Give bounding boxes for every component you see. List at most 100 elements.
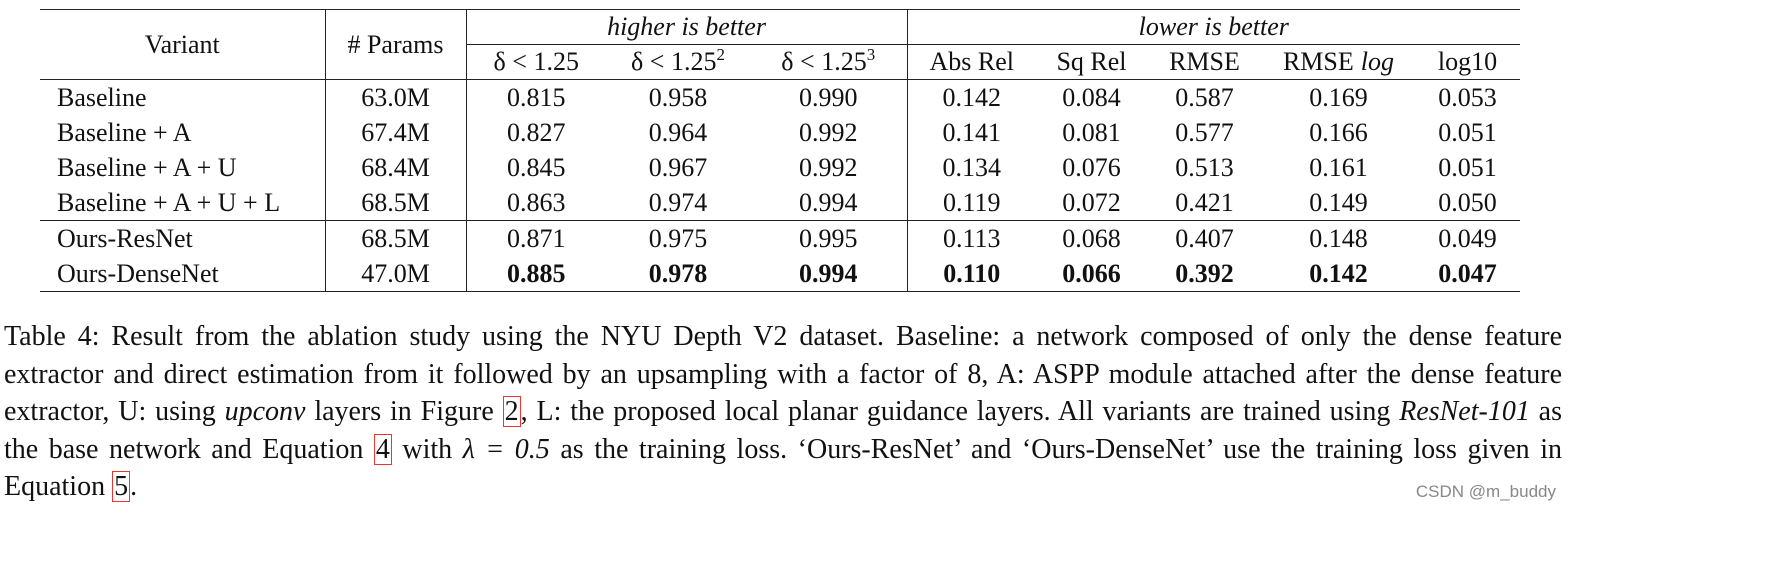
row-label: Ours-ResNet (40, 220, 326, 256)
table-cell: 0.845 (507, 152, 566, 182)
column-header: Sq Rel (1036, 44, 1147, 80)
table-cell: 0.047 (1415, 256, 1520, 292)
table-cell: 0.084 (1062, 82, 1121, 112)
column-header: δ < 1.25 (466, 44, 606, 80)
equation-ref[interactable]: 4 (373, 433, 392, 465)
table-cell: 0.958 (648, 82, 708, 112)
table-cell: 0.863 (466, 185, 606, 221)
table-cell: 0.421 (1147, 185, 1262, 221)
table-cell: 0.110 (907, 256, 1036, 292)
table-cell: 0.081 (1062, 117, 1121, 147)
watermark: CSDN @m_buddy (1415, 482, 1556, 501)
table-cell: 0.994 (750, 256, 908, 292)
table-cell: 0.577 (1175, 117, 1234, 147)
caption: Table 4: Result from the ablation study … (4, 318, 1562, 506)
table-row: Ours-ResNet 68.5M 0.871 0.975 0.995 0.113 0.06… (40, 220, 1520, 256)
table-cell: 0.974 (606, 185, 750, 221)
row-label: Ours-DenseNet (40, 256, 326, 292)
table-cell: 0.169 (1309, 82, 1368, 112)
column-header: Abs Rel (907, 44, 1036, 80)
table-cell: 0.827 (507, 117, 566, 147)
table-cell: 68.5M (325, 185, 467, 221)
figure-ref[interactable]: 2 (502, 396, 521, 428)
table-row: Baseline 63.0M 0.815 0.958 0.990 0.142 0.084 0.… (40, 79, 1520, 115)
row-label: Baseline + A (40, 115, 326, 150)
table-cell: 0.119 (907, 185, 1036, 221)
caption-text: as the base network and Equation (4, 396, 1563, 465)
caption-text: Table 4: Result from the ablation study … (4, 321, 1562, 428)
column-header-text: δ < 1.25 (631, 47, 717, 76)
column-header-text: Abs Rel (929, 47, 1015, 76)
table-cell: 0.149 (1262, 185, 1415, 221)
table-cell: 0.051 (1438, 117, 1497, 147)
table-cell: 0.134 (942, 152, 1002, 182)
table-cell: 0.392 (1147, 256, 1262, 292)
header-variant: Variant (40, 9, 326, 80)
table-cell: 0.053 (1438, 82, 1497, 112)
table-cell: 0.142 (942, 82, 1002, 112)
table-cell: 0.407 (1175, 223, 1234, 253)
table-cell: 0.068 (1062, 223, 1121, 253)
group-header: lower is better (907, 9, 1520, 45)
equation-ref[interactable]: 5 (112, 471, 131, 503)
column-header-text: Sq Rel (1056, 47, 1127, 76)
table-cell: 0.815 (507, 82, 566, 112)
caption-math: λ = 0.5 (462, 433, 550, 465)
column-header-sup: 3 (866, 45, 876, 64)
table-cell: 0.994 (750, 185, 908, 221)
table-cell: 63.0M (325, 79, 467, 115)
column-header-em: log (1360, 47, 1395, 76)
column-header-text: δ < 1.25 (781, 47, 867, 76)
table-cell: 68.4M (325, 150, 467, 185)
table-cell: 47.0M (325, 256, 467, 292)
table-cell: 0.992 (750, 150, 908, 185)
table-cell: 0.141 (942, 117, 1002, 147)
table-cell: 0.148 (1309, 223, 1368, 253)
column-header: RMSE log (1262, 44, 1415, 80)
column-header: δ < 1.253 (750, 44, 908, 80)
table-cell: 0.076 (1062, 152, 1121, 182)
table-cell: 0.166 (1309, 117, 1368, 147)
column-header-text: RMSE (1282, 47, 1354, 76)
results-table: Variant # Params higher is better lower … (40, 9, 1520, 292)
caption-text: layers in Figure (305, 396, 503, 428)
table-cell: 0.113 (942, 223, 1001, 253)
caption-text: , L: the proposed local planar guidance … (520, 396, 1400, 428)
table-cell: 0.978 (606, 256, 750, 292)
group-header: higher is better (466, 9, 908, 45)
table-cell: 0.066 (1036, 256, 1147, 292)
table-cell: 0.871 (507, 223, 566, 253)
table-cell: 67.4M (325, 115, 467, 150)
row-label: Baseline + A + U + L (40, 185, 326, 221)
header-params: # Params (325, 9, 467, 80)
column-header: δ < 1.252 (606, 44, 750, 80)
table-cell: 0.072 (1036, 185, 1147, 221)
column-header-text: log10 (1437, 47, 1498, 76)
column-header-sup: 2 (716, 45, 725, 64)
table-row: Baseline + A 67.4M 0.827 0.964 0.992 0.141 0.0… (40, 115, 1520, 150)
table-cell: 0.975 (648, 223, 708, 253)
caption-text: with (391, 433, 463, 465)
row-label: Baseline (40, 79, 326, 115)
caption-em: upconv (224, 396, 306, 428)
table-cell: 0.587 (1175, 82, 1234, 112)
table-cell: 0.995 (750, 220, 908, 256)
table-cell: 0.964 (648, 117, 708, 147)
table-cell: 0.885 (466, 256, 606, 292)
table-cell: 0.967 (648, 152, 708, 182)
table-row: Ours-DenseNet 47.0M 0.885 0.978 0.994 0.110 0.… (40, 256, 1520, 292)
table-row: Baseline + A + U 68.4M 0.845 0.967 0.992 0.13… (40, 150, 1520, 185)
table-cell: 0.990 (750, 79, 908, 115)
column-header: log10 (1415, 44, 1520, 80)
table-cell: 0.142 (1262, 256, 1415, 292)
column-header: RMSE (1147, 44, 1262, 80)
column-header-text: RMSE (1169, 47, 1240, 76)
caption-em: ResNet-101 (1399, 396, 1530, 428)
table-cell: 0.049 (1438, 223, 1497, 253)
caption-text: as the training loss. ‘Ours-ResNet’ and … (4, 433, 1562, 503)
table-cell: 0.161 (1309, 152, 1368, 182)
row-label: Baseline + A + U (40, 150, 326, 185)
table-cell: 0.513 (1175, 152, 1234, 182)
table-cell: 0.050 (1415, 185, 1520, 221)
